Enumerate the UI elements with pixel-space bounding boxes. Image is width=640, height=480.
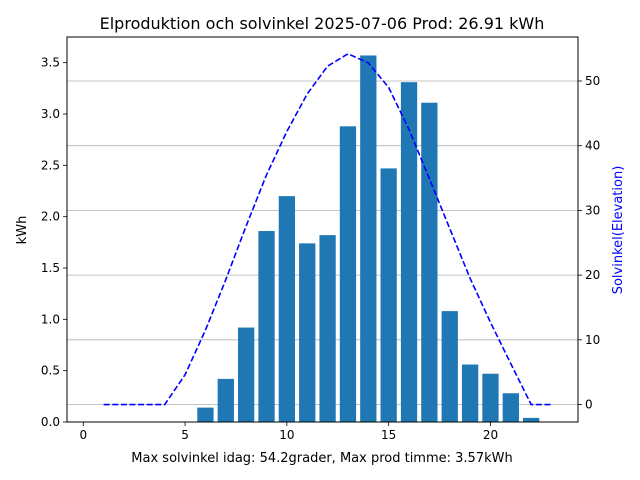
bar: [441, 311, 458, 422]
y-tick-label: 0.0: [41, 415, 60, 429]
bar: [319, 235, 336, 422]
bar: [258, 231, 275, 422]
y2-tick-label: 30: [585, 203, 600, 217]
bar: [380, 168, 397, 422]
bar: [502, 393, 519, 422]
y-tick-label: 3.5: [41, 56, 60, 70]
bar: [482, 373, 499, 422]
x-axis-label: Max solvinkel idag: 54.2grader, Max prod…: [131, 451, 512, 466]
tick-labels: 0 5 10 15 20 0.0 0.5 1.0 1.5 2.0 2.5 3.0 3.5 0 10 20 30 4…: [41, 56, 600, 442]
y2-tick-label: 20: [585, 268, 600, 282]
bar: [339, 126, 357, 422]
bar: [278, 196, 296, 422]
axes: [63, 36, 582, 426]
y-tick-label: 3.0: [41, 107, 60, 121]
bar: [400, 82, 418, 422]
bar: [238, 327, 255, 422]
chart-title: Elproduktion och solvinkel 2025-07-06 Pr…: [100, 14, 545, 33]
elevation-line: [103, 52, 552, 406]
bar: [421, 102, 438, 422]
y2-tick-label: 50: [585, 74, 600, 88]
y-tick-label: 2.5: [41, 158, 60, 172]
x-tick-label: 15: [381, 428, 396, 442]
bar: [461, 364, 479, 422]
line-series: [103, 52, 552, 406]
bar: [523, 417, 540, 422]
y-tick-label: 1.0: [41, 312, 60, 326]
x-tick-label: 20: [483, 428, 498, 442]
axes-frame: [66, 36, 579, 423]
x-tick-label: 5: [181, 428, 189, 442]
bar: [197, 407, 214, 422]
y2-tick-label: 10: [585, 333, 600, 347]
y-tick-label: 2.0: [41, 210, 60, 224]
bar: [360, 55, 377, 422]
x-tick-label: 10: [279, 428, 294, 442]
y-tick-label: 0.5: [41, 364, 60, 378]
x-tick-label: 0: [79, 428, 87, 442]
y2-tick-label: 0: [585, 398, 593, 412]
bar: [217, 378, 234, 422]
bar: [299, 243, 316, 422]
bar-series: [197, 55, 540, 422]
y2-axis-label: Solvinkel(Elevation): [611, 166, 626, 295]
y-axis-label: kWh: [15, 216, 30, 245]
y-tick-label: 1.5: [41, 261, 60, 275]
y2-tick-label: 40: [585, 139, 600, 153]
